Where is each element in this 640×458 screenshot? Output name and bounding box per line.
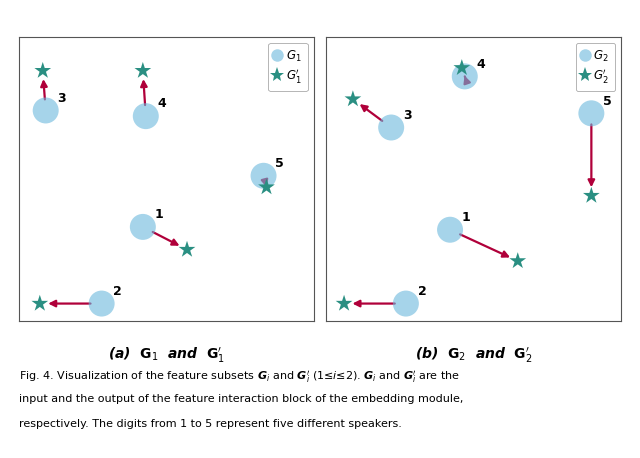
Point	[138, 223, 148, 230]
Text: 1: 1	[462, 211, 470, 224]
Text: 5: 5	[275, 157, 284, 170]
Text: 3: 3	[403, 109, 412, 122]
Text: (a)  $\mathbf{G}_1$  and  $\mathbf{G}_1'$: (a) $\mathbf{G}_1$ and $\mathbf{G}_1'$	[108, 346, 225, 365]
Point	[586, 192, 596, 199]
Text: 1: 1	[155, 208, 163, 221]
Point	[35, 300, 45, 307]
Legend: $G_2$, $G_2'$: $G_2$, $G_2'$	[576, 43, 615, 91]
Text: input and the output of the feature interaction block of the embedding module,: input and the output of the feature inte…	[19, 394, 463, 404]
Text: 5: 5	[603, 95, 612, 108]
Text: 2: 2	[113, 285, 122, 298]
Point	[348, 95, 358, 103]
Text: 3: 3	[58, 92, 66, 105]
Point	[386, 124, 396, 131]
Legend: $G_1$, $G_1'$: $G_1$, $G_1'$	[269, 43, 308, 91]
Point	[38, 67, 48, 74]
Text: 4: 4	[477, 58, 485, 71]
Point	[460, 73, 470, 80]
Point	[259, 172, 269, 180]
Point	[40, 107, 51, 114]
Point	[141, 113, 151, 120]
Point	[445, 226, 455, 234]
Text: (b)  $\mathbf{G}_2$  and  $\mathbf{G}_2'$: (b) $\mathbf{G}_2$ and $\mathbf{G}_2'$	[415, 346, 532, 365]
Text: 2: 2	[418, 285, 426, 298]
Text: Fig. 4. Visualization of the feature subsets $\boldsymbol{G}_i$ and $\boldsymbol: Fig. 4. Visualization of the feature sub…	[19, 369, 460, 385]
Text: 4: 4	[157, 98, 166, 110]
Point	[182, 246, 192, 253]
Text: respectively. The digits from 1 to 5 represent five different speakers.: respectively. The digits from 1 to 5 rep…	[19, 419, 402, 429]
Point	[457, 64, 467, 71]
Point	[401, 300, 411, 307]
Point	[339, 300, 349, 307]
Point	[97, 300, 107, 307]
Point	[586, 109, 596, 117]
Point	[513, 257, 523, 265]
Point	[138, 67, 148, 74]
Point	[261, 184, 271, 191]
